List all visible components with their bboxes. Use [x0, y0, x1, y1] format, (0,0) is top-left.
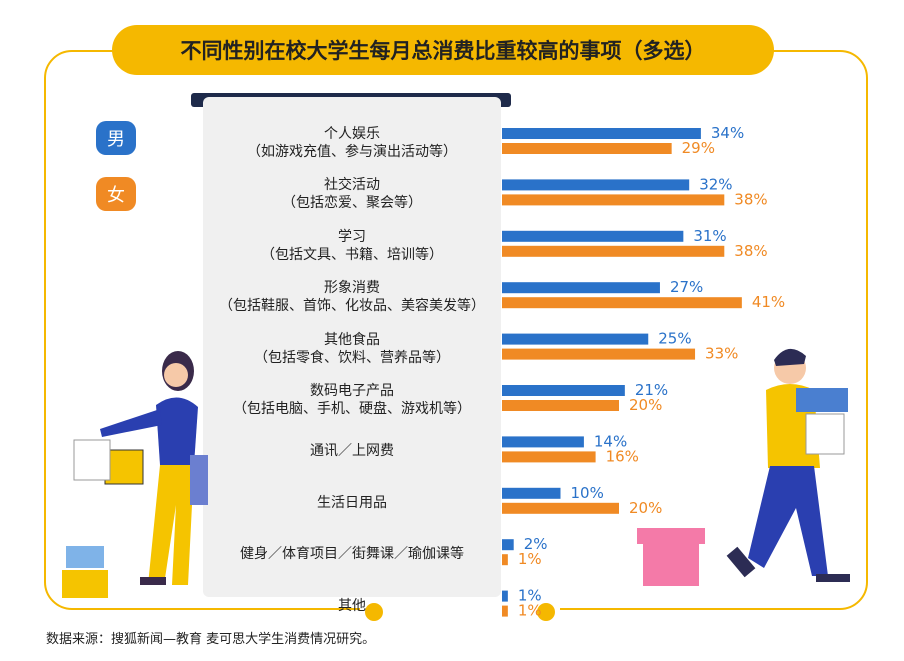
category-note: （包括文具、书籍、培训等） [261, 246, 443, 263]
category-name: 社交活动 [324, 177, 380, 194]
category-label: 其他食品 （包括零食、饮料、营养品等） [203, 331, 501, 367]
bar-female [502, 245, 725, 257]
boxes-illustration-left [62, 546, 108, 598]
bar-value-label: 10% [571, 484, 604, 502]
bar-value-label: 41% [752, 293, 785, 311]
bar-male [502, 230, 684, 242]
category-note: （包括电脑、手机、硬盘、游戏机等） [233, 401, 471, 417]
category-note: （包括零食、饮料、营养品等） [254, 349, 450, 366]
bar-value-label: 1% [518, 587, 542, 605]
category-label: 个人娱乐 （如游戏充值、参与演出活动等） [203, 125, 501, 161]
category-note: （如游戏充值、参与演出活动等） [247, 144, 457, 160]
category-name: 其他食品 [324, 331, 380, 348]
bar-value-label: 16% [606, 447, 639, 465]
bar-value-label: 31% [693, 227, 726, 245]
bar-male [502, 333, 649, 345]
bar-female [502, 143, 672, 154]
category-name: 通讯／上网费 [310, 443, 394, 460]
bar-value-label: 33% [705, 345, 738, 363]
legend-female: 女 [96, 177, 136, 211]
category-label: 形象消费 （包括鞋服、首饰、化妆品、美容美发等） [203, 279, 501, 315]
frame-gap [360, 600, 560, 616]
category-label: 学习 （包括文具、书籍、培训等） [203, 228, 501, 264]
frame-dot-right [537, 603, 555, 621]
bar-male [502, 436, 584, 448]
bar-female [502, 348, 696, 360]
bar-value-label: 25% [658, 330, 691, 348]
woman-shopper-illustration [73, 351, 208, 585]
bar-male [502, 539, 514, 551]
bar-value-label: 20% [629, 499, 662, 517]
category-label: 生活日用品 [203, 494, 501, 512]
category-name: 其他 [338, 597, 366, 614]
bar-value-label: 32% [699, 175, 732, 193]
bar-value-label: 34% [711, 124, 744, 142]
bar-value-label: 1% [518, 602, 542, 620]
bar-female [502, 451, 596, 463]
category-name: 健身／体育项目／街舞课／瑜伽课等 [240, 546, 464, 563]
category-name: 个人娱乐 [324, 126, 380, 142]
bar-value-label: 20% [629, 396, 662, 414]
bar-value-label: 38% [734, 242, 767, 260]
category-name: 形象消费 [324, 280, 380, 297]
bar-value-label: 21% [635, 381, 668, 399]
bar-male [502, 128, 701, 139]
category-label: 健身／体育项目／街舞课／瑜伽课等 [203, 545, 501, 563]
bar-male [502, 179, 690, 191]
pink-gift-box-illustration [637, 528, 705, 586]
category-label: 其他 [203, 597, 501, 615]
bar-female [502, 297, 742, 309]
legend-male: 男 [96, 121, 136, 155]
bar-male [502, 487, 561, 499]
category-name: 学习 [338, 228, 366, 245]
bar-female [502, 194, 725, 206]
bar-male [502, 282, 660, 294]
man-carrying-boxes-illustration [726, 348, 850, 582]
bar-value-label: 38% [734, 190, 767, 208]
bar-value-label: 29% [682, 139, 715, 157]
category-note: （包括鞋服、首饰、化妆品、美容美发等） [219, 298, 485, 315]
category-label: 社交活动 （包括恋爱、聚会等） [203, 176, 501, 212]
bar-value-label: 2% [524, 535, 548, 553]
category-name: 数码电子产品 [310, 383, 394, 399]
chart-title: 不同性别在校大学生每月总消费比重较高的事项（多选） [112, 25, 774, 75]
bar-female [502, 502, 619, 514]
bar-male [502, 590, 508, 602]
bar-value-label: 1% [518, 550, 542, 568]
bar-value-label: 27% [670, 278, 703, 296]
bar-female [502, 605, 508, 617]
bar-male [502, 385, 625, 396]
frame-dot-left [365, 603, 383, 621]
category-panel [203, 97, 501, 597]
bar-female [502, 400, 619, 411]
data-source: 数据来源：搜狐新闻—教育 麦可思大学生消费情况研究。 [46, 632, 376, 647]
category-label: 数码电子产品 （包括电脑、手机、硬盘、游戏机等） [203, 382, 501, 418]
bar-value-label: 14% [594, 432, 627, 450]
category-label: 通讯／上网费 [203, 442, 501, 460]
category-note: （包括恋爱、聚会等） [282, 195, 422, 212]
category-name: 生活日用品 [317, 494, 387, 511]
bar-female [502, 554, 508, 566]
